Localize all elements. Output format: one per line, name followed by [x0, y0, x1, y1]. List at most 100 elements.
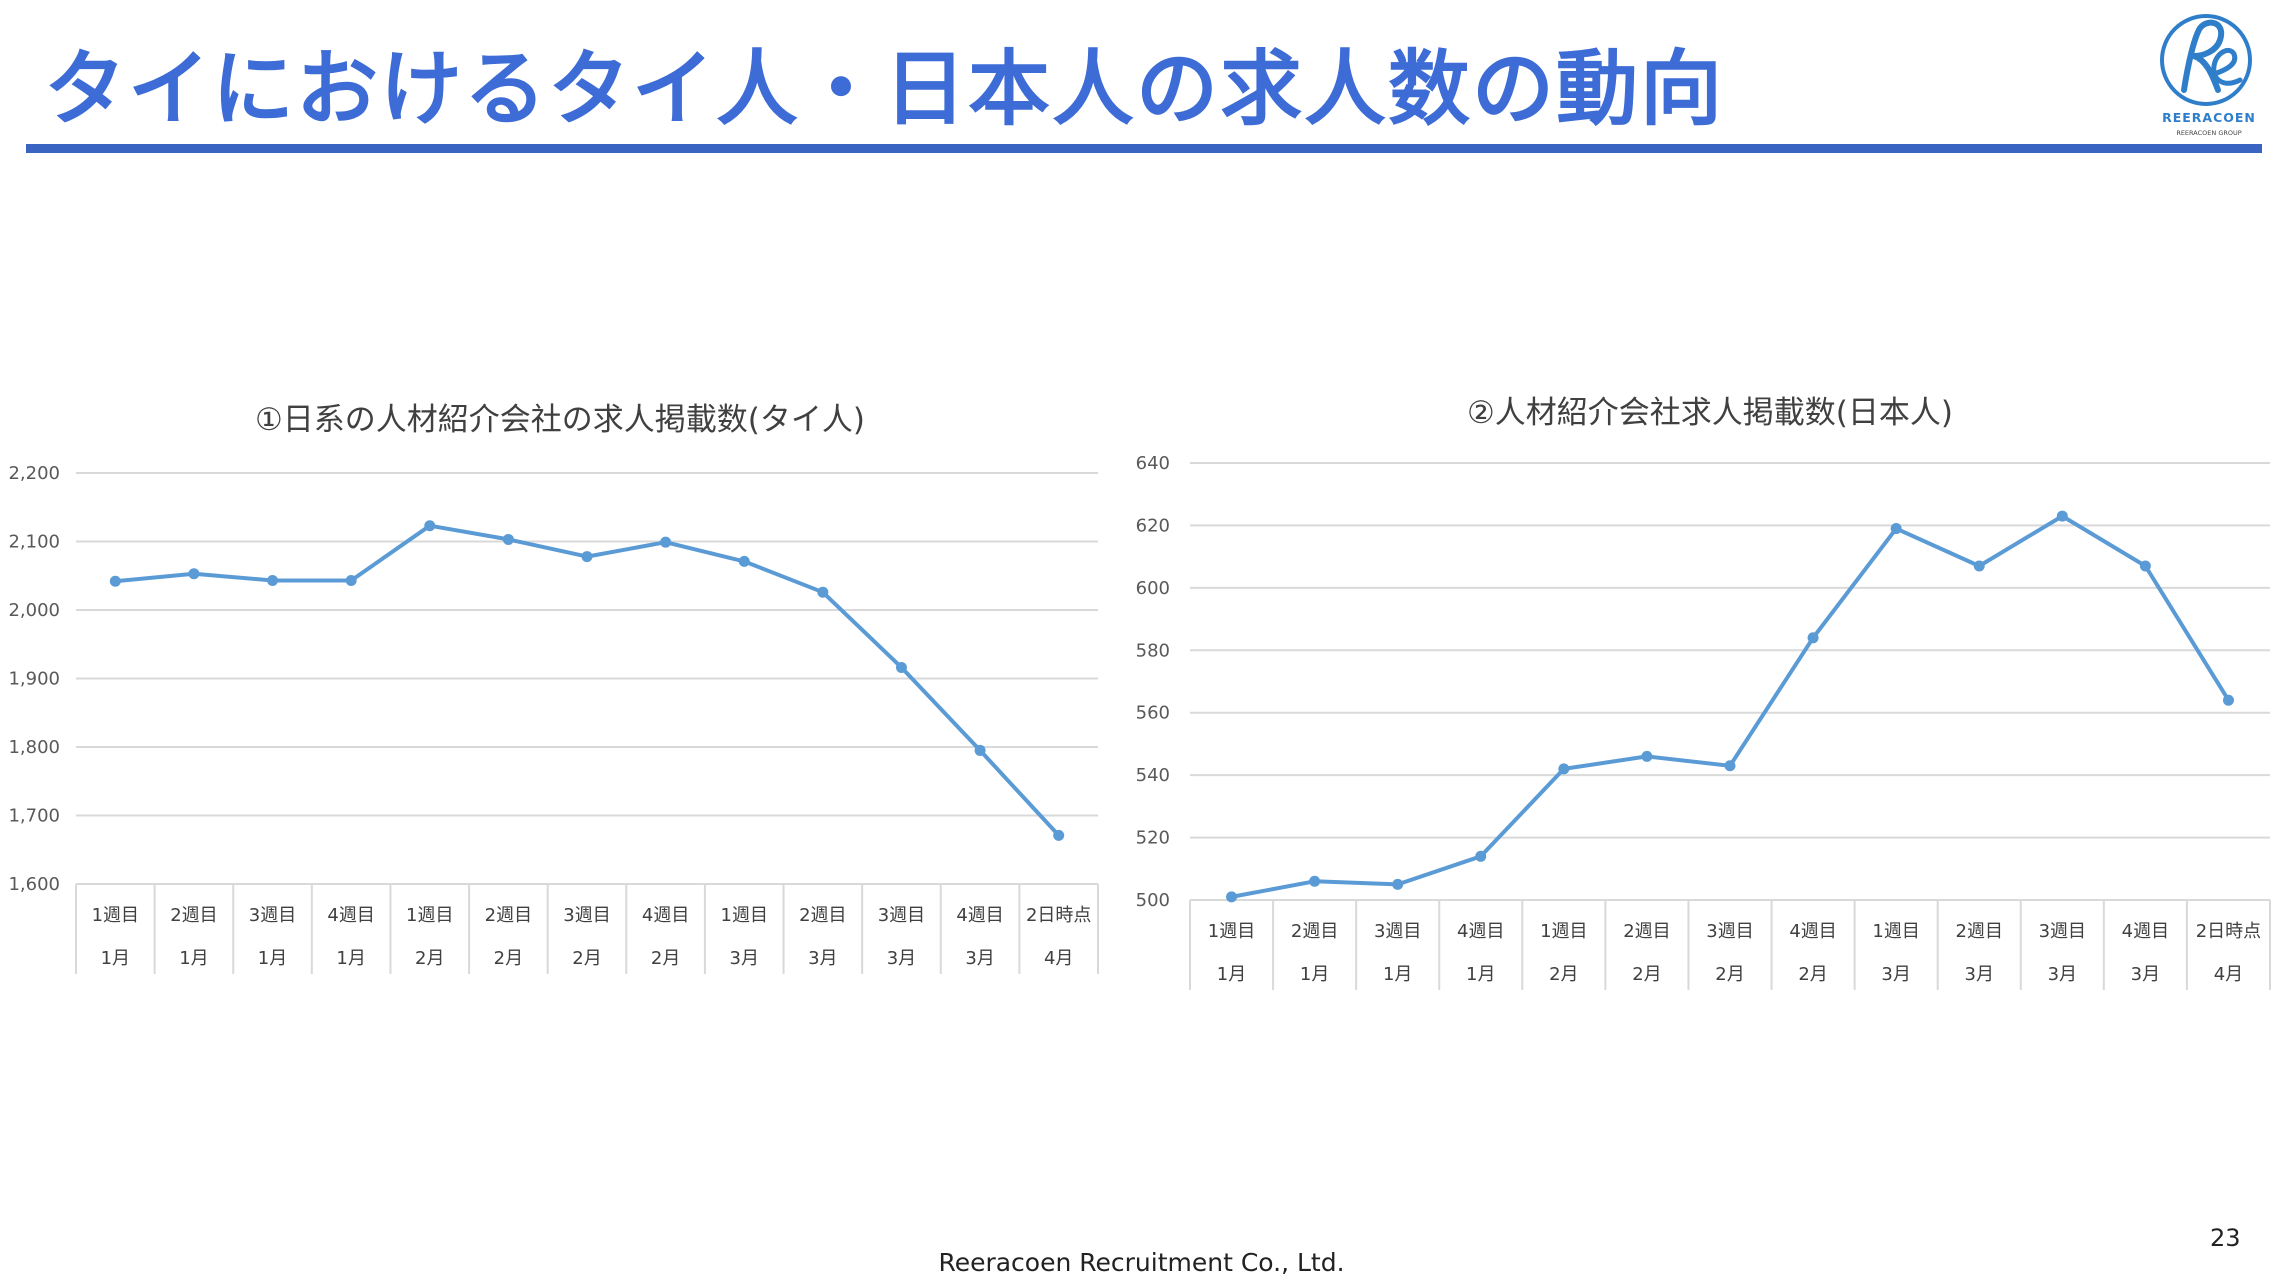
y-tick-label: 580	[1136, 640, 1170, 661]
x-month-label: 1月	[336, 948, 365, 969]
x-week-label: 2週目	[485, 905, 532, 926]
data-point	[974, 744, 986, 756]
data-point	[1053, 829, 1065, 841]
title-underline	[26, 144, 2262, 153]
x-week-label: 2週目	[170, 905, 217, 926]
data-point	[2056, 510, 2068, 522]
y-tick-label: 1,700	[8, 806, 60, 827]
x-week-label: 2週目	[799, 905, 846, 926]
x-week-label: 1週目	[1208, 921, 1255, 942]
data-point	[2222, 694, 2234, 706]
x-month-label: 1月	[179, 948, 208, 969]
y-tick-label: 540	[1136, 765, 1170, 786]
x-month-label: 1月	[1466, 964, 1495, 985]
x-week-label: 3週目	[878, 905, 925, 926]
y-tick-label: 1,900	[8, 669, 60, 690]
chart-japanese-job-postings: ②人材紹介会社求人掲載数(日本人) 500 520 540 560 580 600 620 64…	[1120, 378, 2280, 998]
x-week-label: 1週目	[1872, 921, 1919, 942]
x-week-label: 2日時点	[1026, 905, 1091, 926]
x-week-label: 3週目	[2039, 921, 2086, 942]
slide-title: タイにおけるタイ人・日本人の求人数の動向	[44, 42, 1725, 137]
x-month-label: 2月	[1549, 964, 1578, 985]
x-week-label: 4週目	[1789, 921, 1836, 942]
data-point	[267, 575, 279, 587]
y-tick-label: 1,800	[8, 737, 60, 758]
data-point	[1558, 763, 1570, 775]
x-week-label: 4週目	[2122, 921, 2169, 942]
logo-letter-r	[2181, 19, 2225, 93]
x-week-label: 1週目	[92, 905, 139, 926]
x-month-label: 2月	[415, 948, 444, 969]
data-point	[424, 520, 436, 532]
x-week-label: 1週目	[721, 905, 768, 926]
data-point	[1392, 878, 1404, 890]
y-tick-label: 640	[1136, 453, 1170, 474]
page-number: 23	[2210, 1224, 2241, 1252]
series-line	[115, 523, 1061, 837]
x-month-label: 2月	[1715, 964, 1744, 985]
x-month-label: 3月	[1881, 964, 1910, 985]
data-point	[581, 551, 593, 563]
logo-ring	[2160, 14, 2252, 106]
series-line	[1231, 514, 2231, 899]
y-tick-label: 2,200	[8, 463, 60, 484]
chart-thai-svg: ①日系の人材紹介会社の求人掲載数(タイ人) 1,600 1,700 1,800 1,90…	[8, 402, 1099, 974]
logo-letter-e	[2211, 48, 2243, 86]
x-week-label: 4週目	[956, 905, 1003, 926]
x-week-label: 2週目	[1956, 921, 2003, 942]
reeracoen-logo: REERACOEN REERACOEN GROUP	[2154, 4, 2264, 140]
x-month-label: 2月	[1798, 964, 1827, 985]
x-month-label: 1月	[258, 948, 287, 969]
x-month-label: 3月	[808, 948, 837, 969]
x-month-label: 3月	[730, 948, 759, 969]
data-point	[502, 533, 514, 545]
x-month-label: 3月	[965, 948, 994, 969]
x-week-label: 3週目	[1706, 921, 1753, 942]
y-tick-label: 560	[1136, 703, 1170, 724]
chart-title: ①日系の人材紹介会社の求人掲載数(タイ人)	[255, 402, 865, 438]
y-tick-label: 2,100	[8, 532, 60, 553]
x-week-label: 3週目	[563, 905, 610, 926]
x-month-label: 3月	[2131, 964, 2160, 985]
x-week-label: 2週目	[1291, 921, 1338, 942]
chart-title: ②人材紹介会社求人掲載数(日本人)	[1467, 395, 1953, 431]
chart-thai-job-postings: ①日系の人材紹介会社の求人掲載数(タイ人) 1,600 1,700 1,800 1,90…	[0, 384, 1110, 984]
y-tick-label: 600	[1136, 578, 1170, 599]
x-week-label: 3週目	[249, 905, 296, 926]
data-point	[109, 575, 121, 587]
data-point	[738, 555, 750, 567]
x-week-label: 3週目	[1374, 921, 1421, 942]
x-month-label: 4月	[2214, 964, 2243, 985]
y-tick-label: 500	[1136, 890, 1170, 911]
data-point	[1973, 560, 1985, 572]
x-week-label: 2日時点	[2196, 921, 2261, 942]
y-tick-label: 2,000	[8, 600, 60, 621]
y-tick-label: 520	[1136, 828, 1170, 849]
data-point	[817, 586, 829, 598]
re-monogram-logo-icon: REERACOEN REERACOEN GROUP	[2160, 14, 2255, 137]
data-point	[1226, 891, 1238, 903]
data-point	[1475, 850, 1487, 862]
x-month-label: 2月	[494, 948, 523, 969]
x-week-label: 4週目	[642, 905, 689, 926]
x-month-label: 3月	[1965, 964, 1994, 985]
data-point	[1724, 760, 1736, 772]
x-week-label: 2週目	[1623, 921, 1670, 942]
x-month-label: 3月	[887, 948, 916, 969]
data-point	[2139, 560, 2151, 572]
y-tick-label: 1,600	[8, 874, 60, 895]
x-week-label: 1週目	[406, 905, 453, 926]
data-point	[1641, 750, 1653, 762]
y-tick-label: 620	[1136, 515, 1170, 536]
data-point	[1309, 875, 1321, 887]
x-week-label: 4週目	[327, 905, 374, 926]
x-month-label: 1月	[1383, 964, 1412, 985]
x-week-label: 1週目	[1540, 921, 1587, 942]
data-point	[660, 536, 672, 548]
x-week-label: 4週目	[1457, 921, 1504, 942]
x-month-label: 2月	[651, 948, 680, 969]
x-month-label: 1月	[101, 948, 130, 969]
x-month-label: 2月	[572, 948, 601, 969]
footer-company: Reeracoen Recruitment Co., Ltd.	[938, 1248, 1345, 1277]
x-month-label: 4月	[1044, 948, 1073, 969]
